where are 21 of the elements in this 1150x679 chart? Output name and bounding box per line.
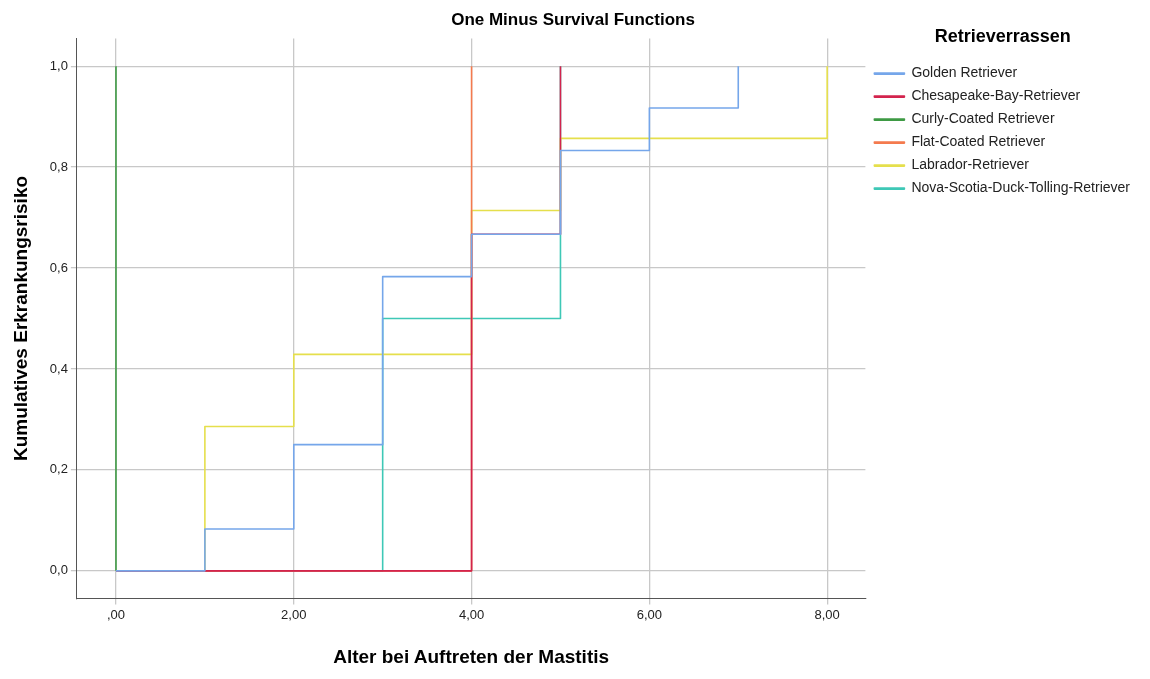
y-tick-label: 0,2: [49, 461, 68, 477]
x-tick-label: 2,00: [281, 606, 307, 622]
legend-title: Retrieverrassen: [934, 25, 1071, 46]
y-tick-label: 0,0: [49, 562, 68, 578]
legend-label: Flat-Coated Retriever: [911, 133, 1046, 150]
x-tick-label: ,00: [106, 606, 126, 622]
y-tick-label: 0,8: [49, 158, 68, 174]
chart-title: One Minus Survival Functions: [451, 9, 695, 29]
legend-label: Nova-Scotia-Duck-Tolling-Retriever: [911, 179, 1131, 196]
x-tick-label: 8,00: [814, 606, 840, 622]
x-tick-label: 6,00: [636, 606, 663, 622]
legend-label: Chesapeake-Bay-Retriever: [911, 87, 1081, 104]
x-axis-title: Alter bei Auftreten der Mastitis: [333, 645, 610, 667]
y-tick-label: 0,4: [49, 360, 68, 376]
legend-label: Labrador-Retriever: [911, 156, 1030, 173]
y-axis-title: Kumulatives Erkrankungsrisiko: [9, 175, 31, 462]
y-tick-label: 1,0: [49, 57, 68, 73]
x-tick-label: 4,00: [458, 606, 485, 622]
legend-label: Golden Retriever: [911, 64, 1018, 81]
legend-label: Curly-Coated Retriever: [911, 110, 1055, 127]
y-tick-label: 0,6: [49, 259, 68, 275]
